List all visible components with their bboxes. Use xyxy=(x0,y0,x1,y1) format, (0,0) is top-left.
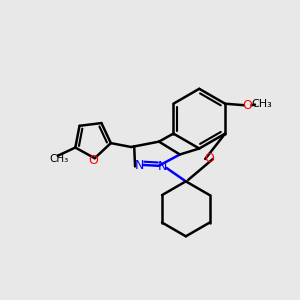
Text: O: O xyxy=(88,154,98,167)
Text: N: N xyxy=(158,160,167,173)
Text: O: O xyxy=(243,99,253,112)
Text: CH₃: CH₃ xyxy=(251,99,272,109)
Text: CH₃: CH₃ xyxy=(49,154,68,164)
Text: N: N xyxy=(134,159,144,172)
Text: O: O xyxy=(204,152,214,166)
